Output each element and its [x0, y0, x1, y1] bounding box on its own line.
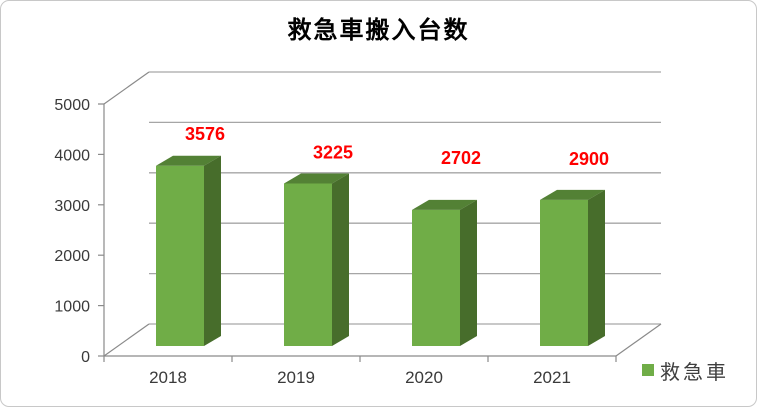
value-axis-tick-label: 1000	[54, 299, 90, 316]
bar-front-face	[156, 165, 204, 346]
bar-side-face	[460, 199, 477, 346]
value-axis-tick-label: 5000	[54, 97, 90, 114]
floor-right-edge	[615, 323, 662, 357]
data-label: 3576	[185, 124, 225, 144]
value-axis-tick-label: 3000	[54, 198, 90, 215]
bar-top-face	[412, 199, 477, 210]
legend-swatch-icon	[642, 364, 654, 376]
category-axis-tick-label: 2019	[277, 368, 315, 387]
bar-top-face	[156, 155, 221, 166]
legend-series-label: 救急車	[660, 361, 729, 384]
floor-left-edge	[103, 323, 150, 357]
data-label: 3225	[313, 142, 353, 162]
chart-title: 救急車搬入台数	[287, 17, 470, 44]
wall-top-left-edge	[103, 71, 150, 105]
bar-side-face	[204, 155, 221, 346]
value-axis-tick-label: 2000	[54, 248, 90, 265]
bar-top-face	[540, 189, 605, 200]
bar-front-face	[412, 209, 460, 346]
category-axis-tick-label: 2020	[405, 368, 443, 387]
bar-side-face	[332, 173, 349, 346]
value-axis-tick-label: 4000	[54, 147, 90, 164]
bar-top-face	[284, 173, 349, 184]
value-axis-tick-label: 0	[81, 349, 90, 366]
data-label: 2702	[441, 148, 481, 168]
category-axis-tick-label: 2021	[533, 368, 571, 387]
category-axis-tick-label: 2018	[149, 368, 187, 387]
data-label: 2900	[569, 149, 609, 169]
legend: 救急車	[642, 357, 729, 384]
bar-front-face	[284, 183, 332, 346]
bar-front-face	[540, 199, 588, 346]
bar-side-face	[588, 189, 605, 346]
